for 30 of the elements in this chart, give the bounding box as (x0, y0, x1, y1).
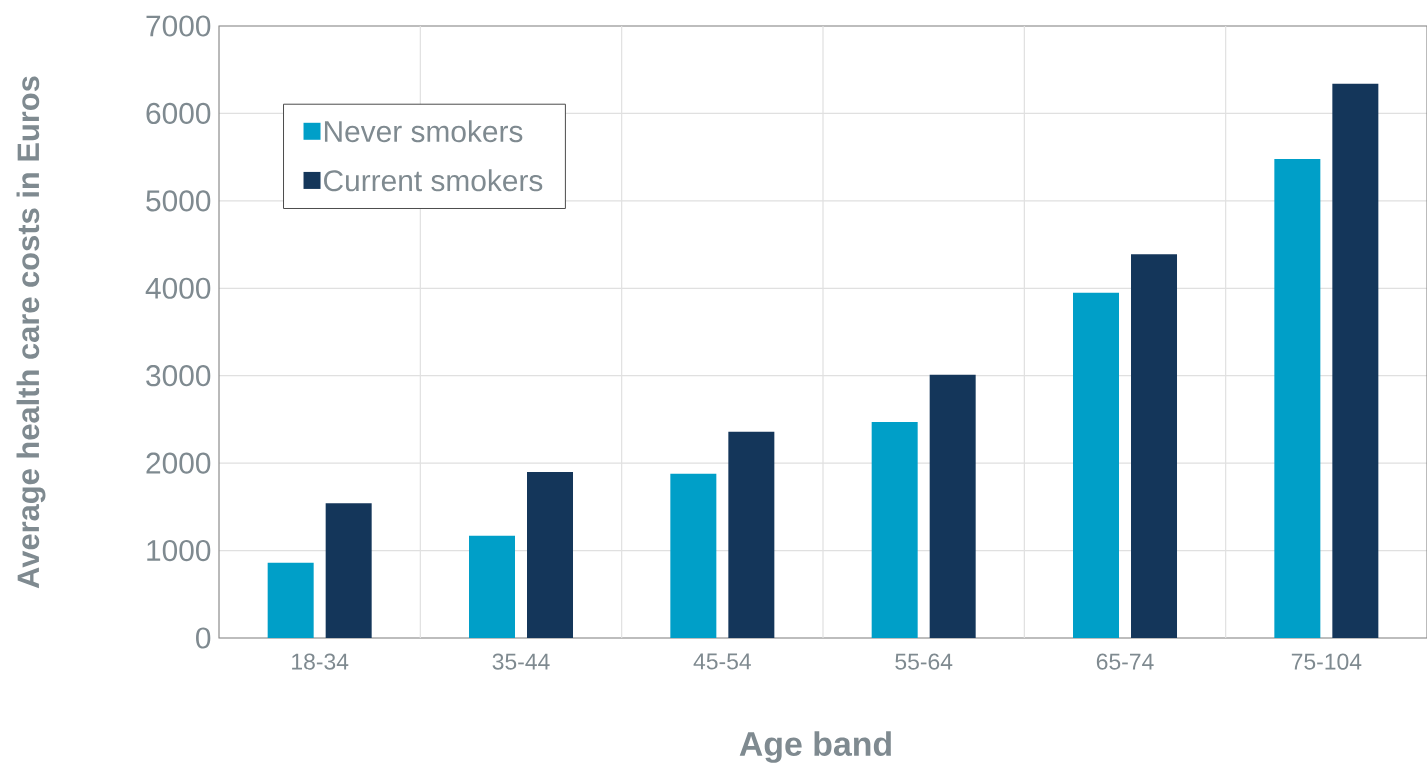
y-tick-label: 0 (196, 627, 211, 649)
y-tick-label: 5000 (146, 190, 211, 212)
x-tick-label: 45-54 (693, 653, 751, 670)
bar (1274, 158, 1321, 638)
y-tick-label: 2000 (146, 452, 211, 474)
bar (1332, 83, 1379, 638)
legend-label: Never smokers (324, 120, 523, 143)
y-tick-label: 6000 (146, 102, 211, 125)
legend-label: Current smokers (324, 169, 543, 192)
y-tick-label: 4000 (145, 277, 211, 299)
bar (1073, 292, 1120, 638)
bar (728, 431, 775, 638)
bar (1131, 254, 1178, 638)
bar (527, 471, 573, 638)
x-tick-label: 18-34 (292, 653, 349, 670)
bar (325, 503, 372, 638)
y-tick-label: 7000 (146, 15, 211, 37)
bar (267, 562, 314, 638)
y-tick-label: 3000 (146, 365, 211, 387)
bar (871, 422, 918, 638)
bar (469, 535, 515, 638)
y-tick-label: 1000 (147, 539, 211, 562)
x-tick-label: 75-104 (1291, 653, 1362, 670)
x-tick-label: 55-64 (895, 653, 953, 670)
x-axis-title: Age band (739, 731, 891, 763)
y-axis-title: Average health care costs in Euros (16, 76, 46, 589)
x-tick-label: 35-44 (492, 653, 550, 670)
bar (929, 374, 976, 638)
x-tick-label: 65-74 (1096, 653, 1154, 670)
bar (670, 473, 717, 638)
